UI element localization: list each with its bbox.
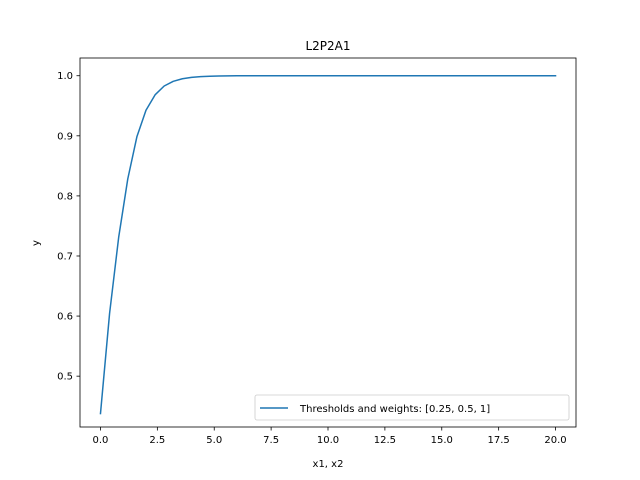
x-tick-label: 20.0 [544, 435, 566, 446]
legend-label: Thresholds and weights: [0.25, 0.5, 1] [299, 404, 490, 415]
legend: Thresholds and weights: [0.25, 0.5, 1] [254, 394, 570, 421]
x-tick-label: 10.0 [317, 435, 339, 446]
plot-area [80, 58, 576, 427]
plot-frame [79, 57, 577, 428]
y-axis-label: y [31, 240, 42, 246]
x-tick-label: 7.5 [263, 435, 279, 446]
x-tick-label: 17.5 [488, 435, 510, 446]
chart-title: L2P2A1 [305, 39, 350, 53]
series-line [99, 74, 557, 415]
x-tick-label: 15.0 [431, 435, 453, 446]
y-tick-label: 0.7 [57, 251, 73, 262]
y-tick-label: 0.8 [57, 191, 73, 202]
x-axis-label: x1, x2 [313, 459, 344, 470]
x-axis-ticks: 0.0 2.5 5.0 7.5 10.0 12.5 15.0 17.5 20.0 [93, 427, 567, 446]
x-tick-label: 0.0 [93, 435, 109, 446]
x-tick-label: 5.0 [206, 435, 222, 446]
x-tick-label: 2.5 [149, 435, 165, 446]
y-tick-label: 0.6 [57, 312, 73, 323]
y-axis-ticks: 0.5 0.6 0.7 0.8 0.9 1.0 [57, 71, 80, 383]
y-tick-label: 1.0 [57, 71, 73, 82]
legend-box [254, 394, 570, 421]
x-tick-label: 12.5 [374, 435, 396, 446]
y-tick-label: 0.9 [57, 131, 73, 142]
y-tick-label: 0.5 [57, 372, 73, 383]
